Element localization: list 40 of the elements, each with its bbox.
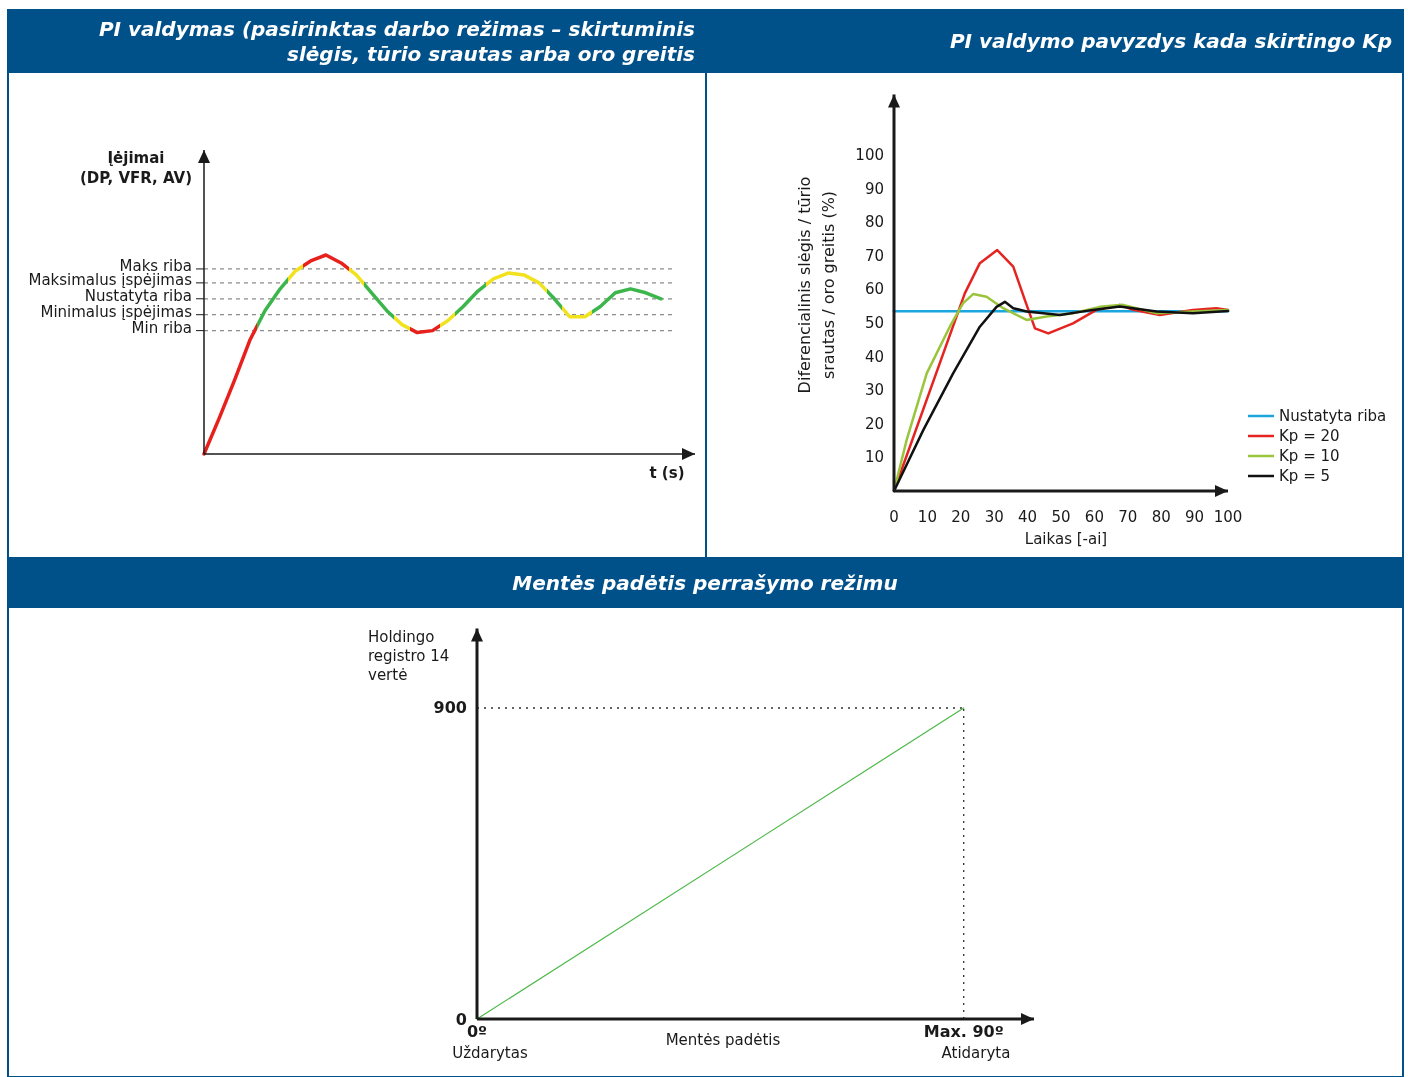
y-axis-title: Diferencialinis slėgis / tūrio srautas / oro greitis (%) <box>795 176 838 394</box>
legend-label: Kp = 10 <box>1279 447 1340 465</box>
x-tick-label: 60 <box>1084 508 1104 526</box>
x-tick-label: 10 <box>917 508 937 526</box>
y-tick-label: 80 <box>864 213 884 232</box>
legend-label: Kp = 20 <box>1279 427 1340 445</box>
legend-label: Nustatyta riba <box>1279 407 1387 425</box>
x-axis-title: Mentės padėtis <box>665 1031 781 1049</box>
y-tick-label: 100 <box>855 145 884 164</box>
chart-title: Mentės padėtis perrašymo režimu <box>512 571 898 595</box>
x-tick-label: 50 <box>1051 508 1071 526</box>
y-axis-title: Įėjimai (DP, VFR, AV) <box>79 149 193 187</box>
y-tick-label: 50 <box>864 313 884 332</box>
x-axis-title: t (s) <box>649 464 685 482</box>
x-axis-title: Laikas [-ai] <box>1024 530 1108 548</box>
y-tick-label: 90 <box>864 179 884 198</box>
x-tick-label: Max. 90º <box>923 1022 1004 1041</box>
x-tick-label: 100 <box>1213 508 1243 526</box>
x-tick-label: 30 <box>984 508 1004 526</box>
x-tick-label: 20 <box>951 508 971 526</box>
y-axis-title: Holdingo registro 14 vertė <box>368 628 450 684</box>
y-tick-label: 60 <box>864 280 884 299</box>
y-tick-label: 70 <box>864 246 884 265</box>
y-tick-label: 40 <box>864 347 884 366</box>
y-tick-label: 30 <box>864 381 884 400</box>
x-tick-label: 40 <box>1018 508 1038 526</box>
chart-title: PI valdymo pavyzdys kada skirtingo Kp <box>949 29 1392 53</box>
legend-label: Kp = 5 <box>1279 467 1331 485</box>
x-tick-label: 0 <box>889 508 899 526</box>
y-tick-label: 900 <box>433 698 467 718</box>
x-tick-label: 80 <box>1151 508 1171 526</box>
text: Atidaryta <box>941 1044 1011 1062</box>
y-tick-label: 10 <box>864 448 884 467</box>
x-tick-label: 0º <box>466 1022 488 1041</box>
y-tick-label: 20 <box>864 414 884 433</box>
chart-title: PI valdymas (pasirinktas darbo režimas – skirtuminis slėgis, tūrio srautas arba oro greitis <box>98 17 696 66</box>
x-tick-label: 90 <box>1185 508 1205 526</box>
x-tick-label: 70 <box>1118 508 1138 526</box>
text: Uždarytas <box>452 1044 528 1062</box>
ref-line-label: Maksimalus įspėjimas <box>28 270 193 289</box>
